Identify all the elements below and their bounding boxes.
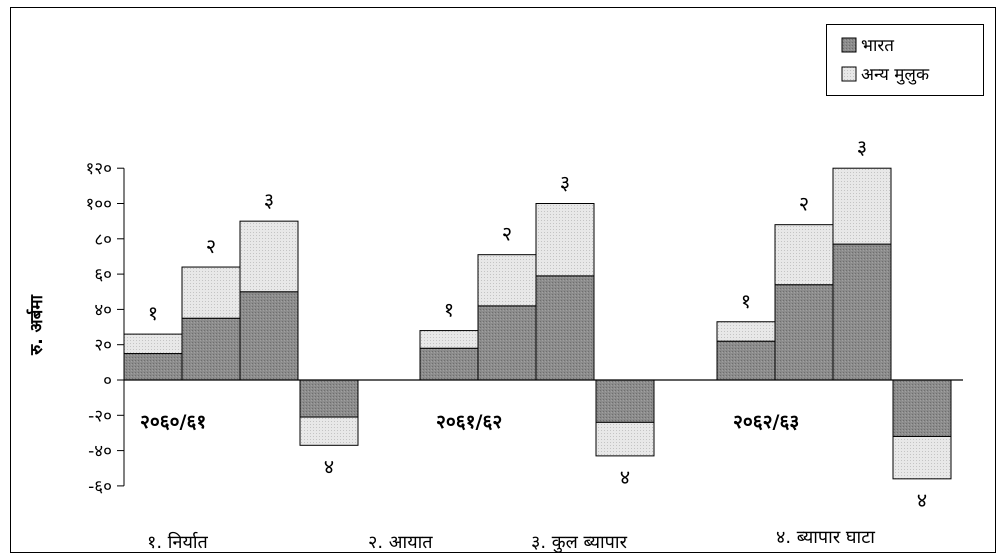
y-tick-label: -६० [88, 477, 112, 497]
bar-number-label: ४ [324, 454, 334, 478]
bar-number-label: १ [148, 301, 158, 325]
bar-segment-india [832, 243, 892, 381]
footer-label-import: २. आयात [368, 532, 433, 553]
legend-label-other: अन्य मुलुक [861, 65, 930, 85]
bar-number-label: २ [206, 234, 216, 258]
legend-swatch-other [841, 66, 857, 82]
y-tick-label: -२० [88, 406, 112, 426]
bar-number-label: ३ [857, 135, 867, 159]
bar-number-label: २ [799, 192, 809, 216]
y-axis-label: रु. अर्बमा [26, 295, 47, 356]
bar-segment-other [419, 330, 479, 349]
bar-number-label: ४ [620, 465, 630, 489]
bar-segment-india [716, 340, 776, 381]
bar-number-label: ४ [917, 488, 927, 512]
bar-number-label: २ [502, 222, 512, 246]
bar-segment-india [535, 275, 595, 381]
legend-box [826, 24, 984, 96]
bar-number-label: ३ [264, 188, 274, 212]
footer-label-export: १. निर्यात [147, 531, 209, 553]
bar-segment-other [299, 416, 359, 446]
y-axis: १२० १०० ८० ६० ४० २० ० -२० -४० -६० [85, 159, 125, 497]
bar-segment-india [181, 317, 241, 381]
bar-segment-other [832, 167, 892, 245]
bar-segment-other [595, 421, 655, 457]
y-tick-label: १२० [85, 159, 112, 179]
plot-area: १ २ ३ ४ २०६०/६१ १ २ ३ ४ २०६१/६२ १ २ ३ ४ २०६२/६३ [123, 135, 963, 512]
bar-segment-other [774, 224, 834, 286]
legend: भारत अन्य मुलुक [826, 24, 984, 96]
y-tick-label: २० [94, 336, 112, 356]
bar-segment-india [595, 379, 655, 423]
group-year-label: २०६२/६३ [733, 411, 799, 433]
bar-number-label: ३ [560, 171, 570, 195]
bar-segment-other [716, 321, 776, 342]
bar-number-label: १ [444, 298, 454, 322]
y-tick-label: ४० [94, 300, 112, 320]
bar-segment-india [419, 347, 479, 381]
bar-segment-india [892, 379, 952, 437]
group-year-label: २०६०/६१ [140, 411, 206, 433]
y-tick-label: ६० [94, 265, 112, 285]
y-tick-label: ८० [94, 230, 112, 250]
bar-segment-india [239, 291, 299, 381]
y-tick-label: -४० [88, 442, 112, 462]
bar-segment-india [774, 284, 834, 381]
y-tick-label: १०० [85, 195, 112, 215]
bar-segment-other [892, 435, 952, 480]
y-tick-label: ० [103, 371, 112, 391]
legend-swatch-india [841, 37, 857, 53]
bar-segment-india [299, 379, 359, 418]
legend-label-india: भारत [861, 36, 894, 56]
footer-label-total-trade: ३. कुल ब्यापार [531, 532, 628, 553]
bar-segment-india [477, 305, 537, 381]
bar-segment-other [239, 220, 299, 293]
bar-segment-other [123, 333, 183, 355]
bar-segment-other [181, 266, 241, 319]
bar-segment-india [123, 353, 183, 381]
bar-number-label: १ [741, 289, 751, 313]
footer-labels: १. निर्यात २. आयात ३. कुल ब्यापार ४. ब्य… [147, 527, 875, 553]
bar-segment-other [535, 203, 595, 277]
bar-segment-other [477, 254, 537, 307]
footer-label-trade-deficit: ४. ब्यापार घाटा [776, 527, 875, 548]
group-year-label: २०६१/६२ [436, 411, 502, 433]
